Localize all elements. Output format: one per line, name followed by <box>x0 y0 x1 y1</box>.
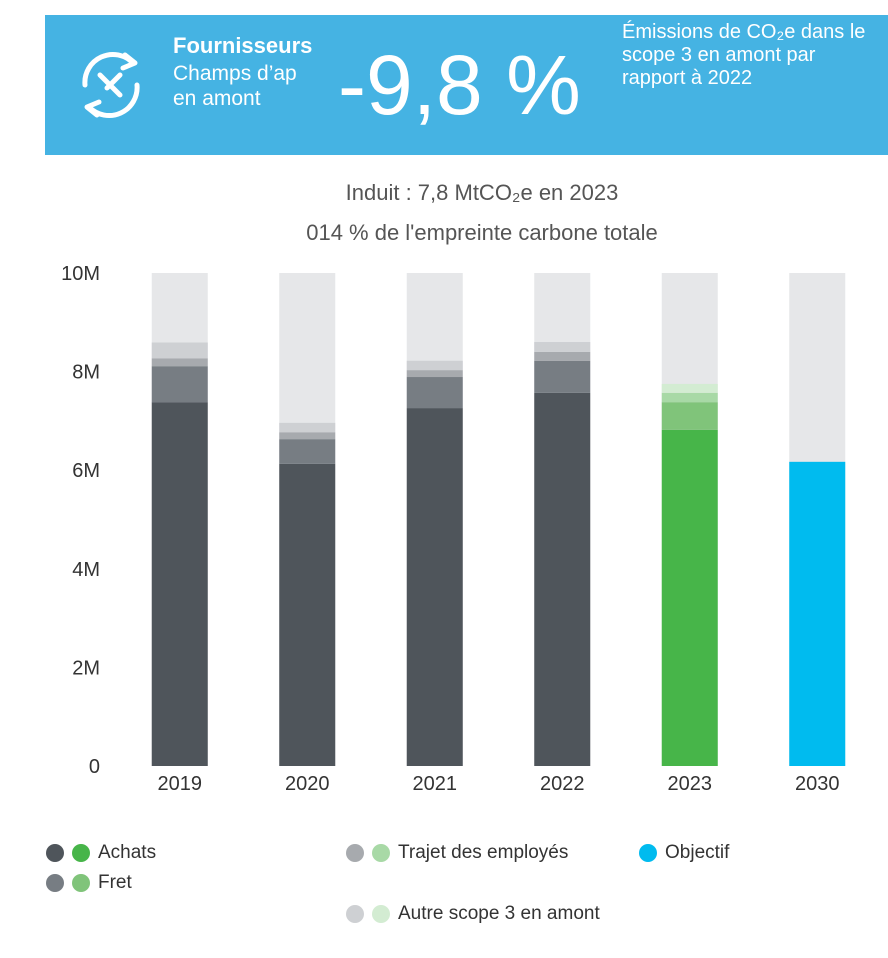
bar-segment <box>406 408 463 766</box>
bar-segment <box>789 461 846 766</box>
bar-segment <box>534 342 591 352</box>
y-tick-label: 10M <box>61 263 100 285</box>
legend-swatch <box>346 905 364 923</box>
chart-subtitle: 014 % de l'empreinte carbone totale <box>306 220 658 245</box>
bar-segment <box>661 383 718 393</box>
chart-title: Induit : 7,8 MtCO₂e en 2023 <box>346 180 619 205</box>
bar-segment <box>279 463 336 766</box>
y-tick-label: 6M <box>72 460 100 482</box>
banner-title: Fournisseurs <box>173 33 313 58</box>
legend-swatch <box>72 844 90 862</box>
bar-segment <box>151 366 208 403</box>
legend-label: Fret <box>98 872 132 893</box>
legend-swatch <box>372 905 390 923</box>
bar-segment <box>661 392 718 403</box>
x-tick-label: 2030 <box>795 773 840 795</box>
legend-label: Autre scope 3 en amont <box>398 903 600 924</box>
x-tick-label: 2023 <box>668 773 713 795</box>
bar-segment <box>406 370 463 378</box>
legend-swatch <box>372 844 390 862</box>
legend-label: Trajet des employés <box>398 842 569 863</box>
chart: Induit : 7,8 MtCO₂e en 2023 014 % de l'e… <box>61 180 846 795</box>
bar-segment <box>279 439 336 464</box>
bar-segment <box>406 377 463 409</box>
banner-subtitle: Champs d’ap <box>173 62 297 85</box>
x-tick-label: 2021 <box>413 773 458 795</box>
y-tick-label: 2M <box>72 657 100 679</box>
legend-swatch <box>46 874 64 892</box>
legend-swatch <box>639 844 657 862</box>
y-tick-label: 8M <box>72 362 100 384</box>
legend-label: Objectif <box>665 842 730 863</box>
banner-subtitle: en amont <box>173 87 261 110</box>
bar-segment <box>661 429 718 766</box>
icon <box>82 51 140 119</box>
bar-segment <box>661 402 718 430</box>
x-tick-label: 2019 <box>158 773 203 795</box>
y-tick-label: 4M <box>72 559 100 581</box>
x-tick-label: 2022 <box>540 773 585 795</box>
legend-swatch <box>46 844 64 862</box>
banner-description: Émissions de CO₂e dans le scope 3 en amo… <box>622 21 866 89</box>
bar-segment <box>279 422 336 433</box>
bar-segment <box>534 360 591 393</box>
bar-segment <box>151 402 208 766</box>
x-tick-label: 2020 <box>285 773 330 795</box>
bar-segment <box>151 358 208 367</box>
legend-swatch <box>346 844 364 862</box>
banner-figure: -9,8 % <box>338 38 581 132</box>
bar-segment <box>151 342 208 359</box>
banner: Fournisseurs Champs d’ap en amont -9,8 %… <box>45 15 888 155</box>
bar-segment <box>534 392 591 766</box>
bar-segment <box>279 432 336 440</box>
bar-segment <box>534 351 591 361</box>
bar-segment <box>406 360 463 371</box>
y-tick-label: 0 <box>89 756 100 778</box>
legend-swatch <box>72 874 90 892</box>
legend-label: Achats <box>98 842 157 863</box>
